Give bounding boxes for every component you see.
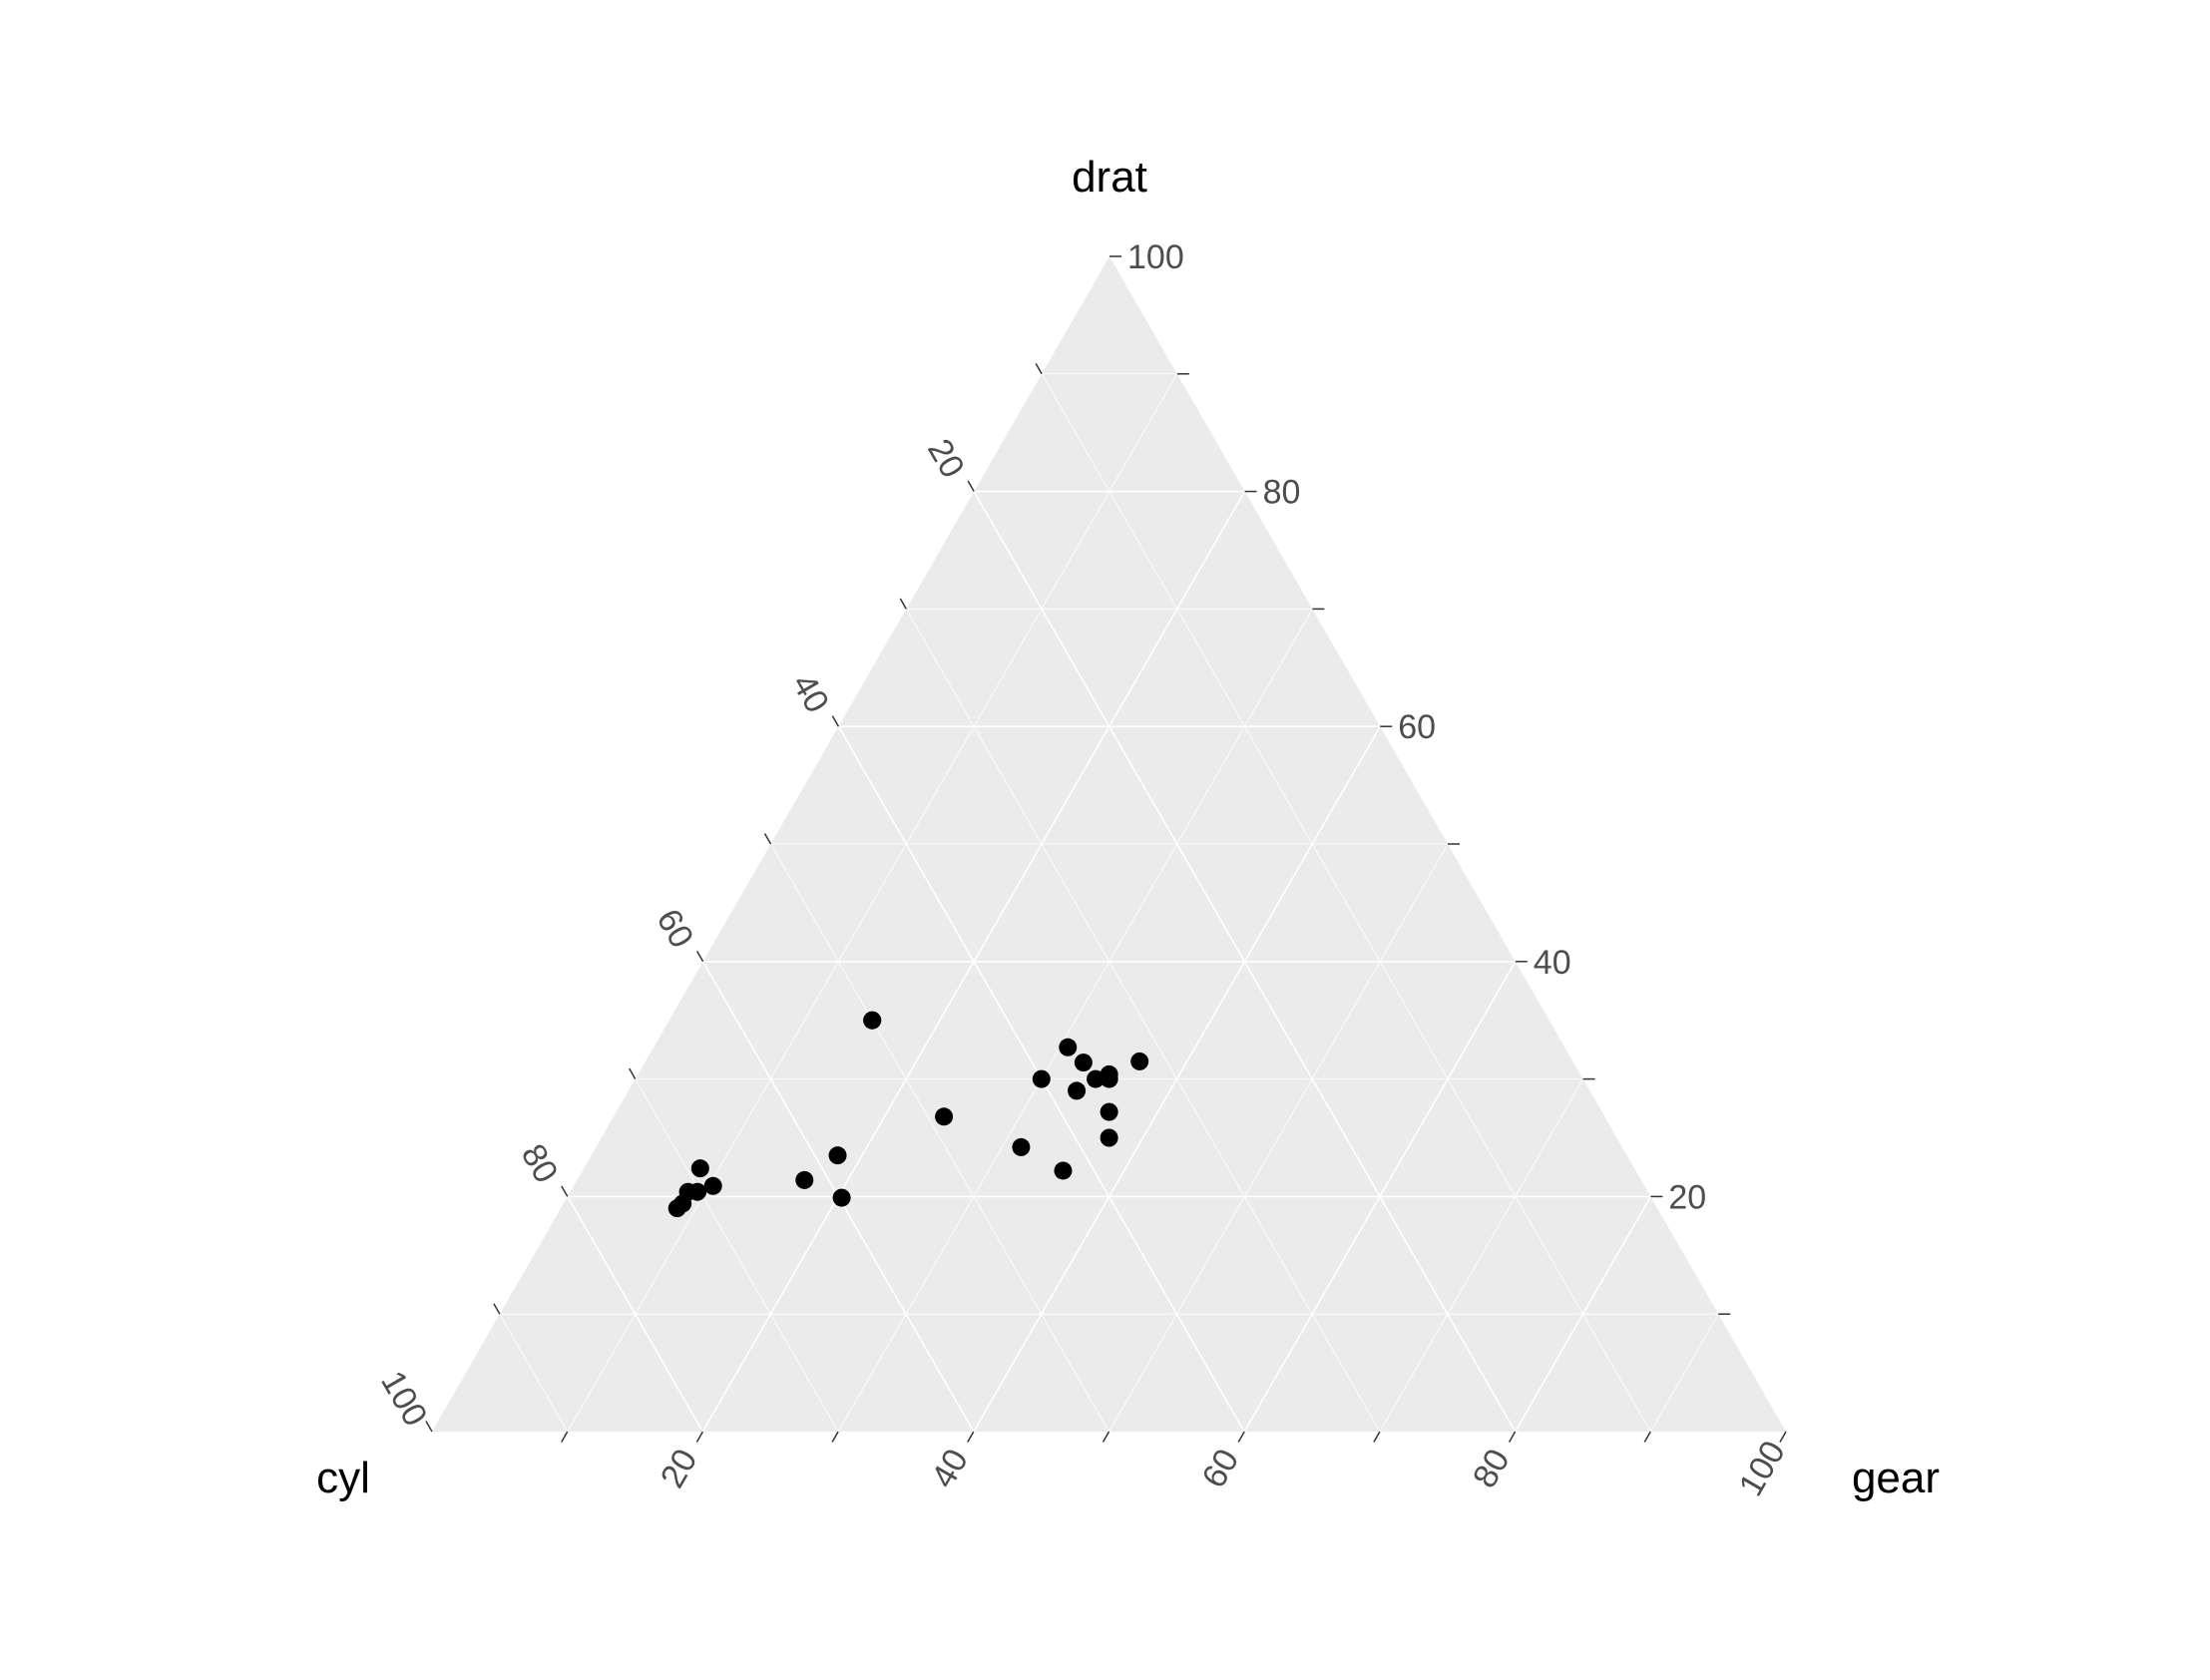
tick-gear [1643, 1431, 1651, 1443]
tick-label-gear: 60 [1195, 1443, 1247, 1494]
grid-line [837, 609, 1313, 1433]
tick-label-cyl: 20 [920, 433, 972, 485]
tick-gear [561, 1431, 569, 1443]
grid-line [1379, 1078, 1583, 1433]
tick-label-cyl: 100 [373, 1365, 434, 1433]
data-point [1012, 1137, 1031, 1156]
axis-title-drat: drat [1072, 153, 1147, 202]
grid-line [905, 609, 1381, 1433]
data-point [795, 1170, 814, 1189]
data-point [1100, 1069, 1118, 1088]
tick-cyl [561, 1185, 569, 1197]
tick-label-gear: 40 [924, 1443, 976, 1494]
data-point [1087, 1069, 1105, 1088]
tick-gear [967, 1431, 975, 1443]
tick-marks [425, 255, 1787, 1443]
data-point [1032, 1069, 1051, 1088]
tick-cyl [899, 598, 907, 610]
data-point [832, 1188, 851, 1207]
data-point [1068, 1081, 1087, 1100]
data-point [1100, 1102, 1118, 1121]
tick-cyl [629, 1067, 637, 1079]
grid-line [1243, 961, 1517, 1433]
tick-cyl [695, 950, 704, 963]
grid-line [770, 843, 1109, 1433]
tick-label-cyl: 60 [649, 903, 700, 955]
tick-label-drat: 40 [1534, 944, 1571, 982]
tick-label-gear: 100 [1732, 1435, 1793, 1502]
grid-line [567, 373, 1178, 1433]
grid-line [1649, 1314, 1719, 1433]
grid-line [567, 1196, 704, 1433]
tick-cyl [425, 1421, 433, 1433]
axis-title-cyl: cyl [316, 1454, 370, 1502]
grid-line [1041, 373, 1651, 1433]
tick-cyl [1035, 362, 1043, 375]
tick-label-drat: 100 [1127, 238, 1184, 276]
tick-gear [1779, 1431, 1787, 1443]
tick-label-cyl: 40 [784, 667, 836, 719]
tick-gear [831, 1431, 839, 1443]
data-point [1100, 1128, 1118, 1147]
data-point [703, 1176, 722, 1195]
tick-label-drat: 80 [1263, 474, 1301, 512]
axis-title-gear: gear [1852, 1454, 1940, 1502]
tick-label-drat: 20 [1668, 1178, 1706, 1216]
tick-label-gear: 80 [1466, 1443, 1518, 1494]
tick-cyl [831, 715, 840, 727]
tick-cyl [493, 1303, 501, 1315]
grid-line [499, 1314, 569, 1433]
data-point [828, 1146, 847, 1165]
data-points [667, 1011, 1149, 1218]
tick-label-cyl: 80 [514, 1138, 566, 1190]
data-point [863, 1011, 882, 1030]
tick-gear [695, 1431, 704, 1443]
tick-cyl [763, 833, 772, 845]
data-point [1074, 1053, 1093, 1072]
data-point [1130, 1051, 1149, 1070]
data-point [1059, 1038, 1078, 1056]
data-point [935, 1107, 954, 1126]
grid-line [635, 1078, 839, 1433]
data-point [667, 1199, 686, 1218]
tick-cyl [967, 480, 975, 492]
data-point [688, 1182, 707, 1201]
tick-gear [1508, 1431, 1517, 1443]
tick-label-gear: 20 [654, 1443, 705, 1494]
grid-line [1514, 1196, 1652, 1433]
data-point [690, 1159, 709, 1178]
grid-line [1108, 843, 1449, 1433]
tick-label-drat: 60 [1398, 708, 1436, 746]
tick-gear [1237, 1431, 1245, 1443]
tick-gear [1373, 1431, 1381, 1443]
tick-gear [1102, 1431, 1110, 1443]
data-point [1054, 1161, 1073, 1180]
